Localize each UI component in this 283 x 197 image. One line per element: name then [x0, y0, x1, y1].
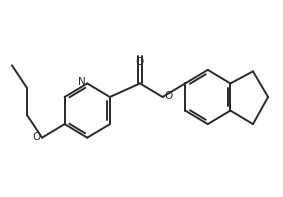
Text: O: O — [164, 91, 173, 101]
Text: O: O — [32, 132, 40, 142]
Text: N: N — [78, 77, 86, 87]
Text: O: O — [136, 57, 144, 67]
